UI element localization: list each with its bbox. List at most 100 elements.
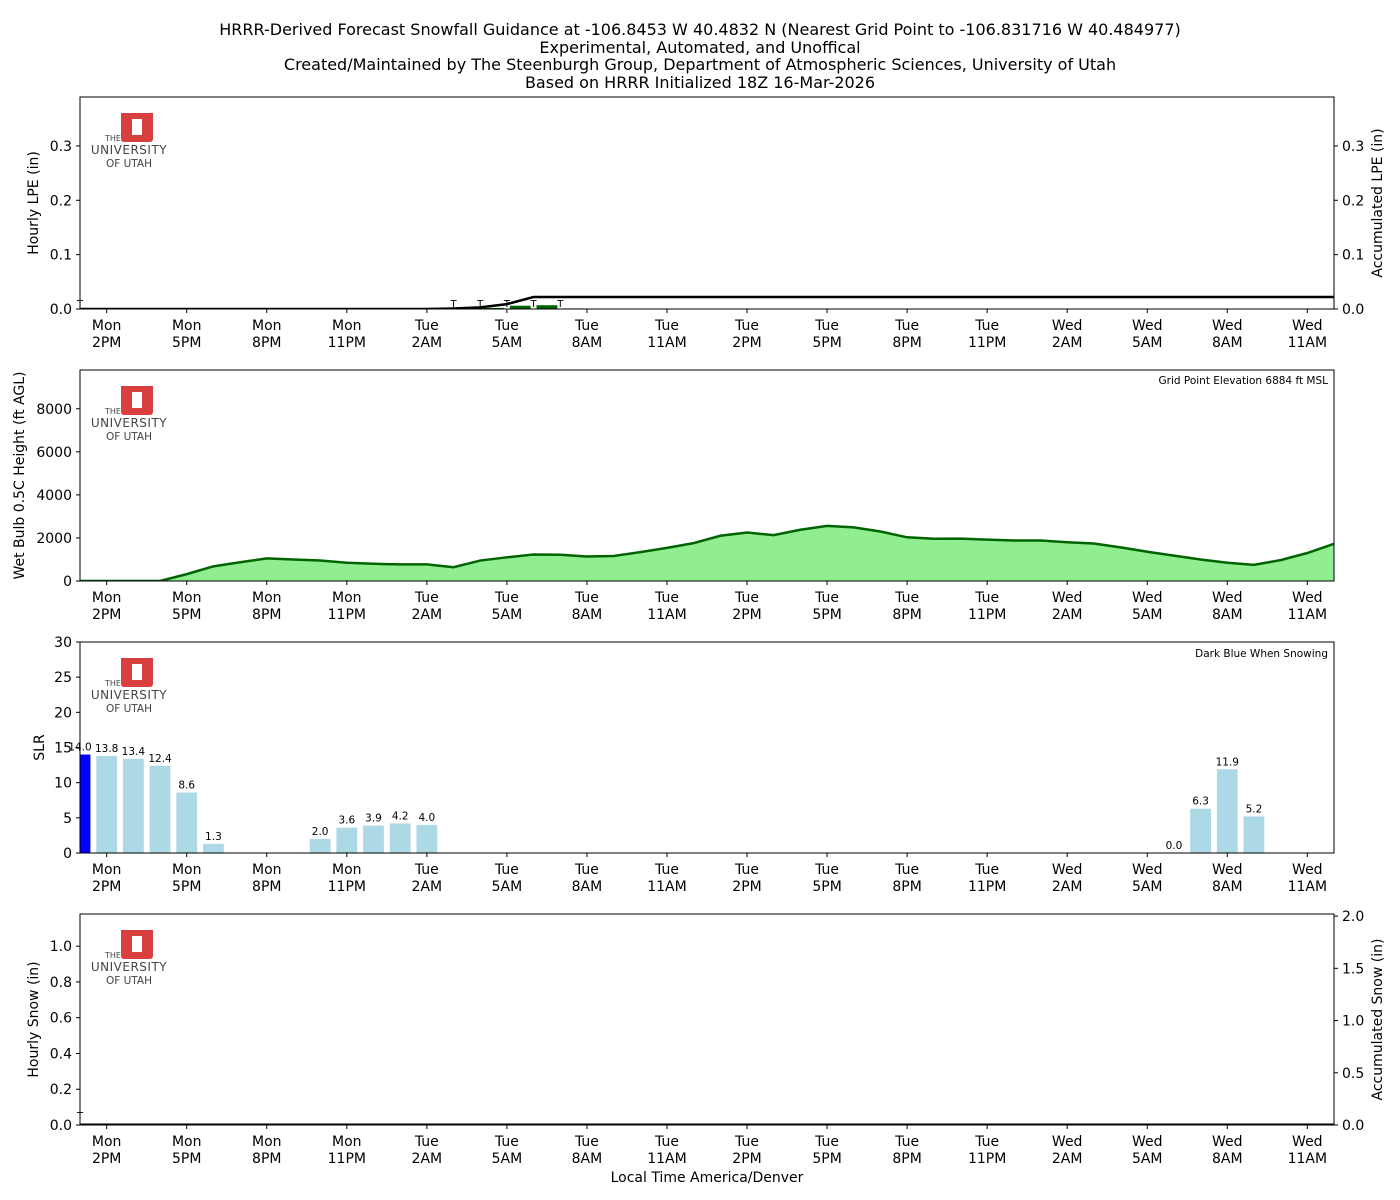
x-tick-label-day: Wed (1212, 1134, 1243, 1150)
y2-tick-label: 2.0 (1342, 909, 1364, 925)
y-tick-label: 0 (63, 846, 72, 862)
x-tick-label-day: Tue (494, 862, 519, 878)
x-tick-label-time: 5PM (172, 607, 201, 623)
x-tick-label-day: Tue (814, 590, 839, 606)
x-tick-label-time: 8PM (892, 879, 921, 895)
y2-tick-label: 0.5 (1342, 1066, 1364, 1082)
title-line-1: HRRR-Derived Forecast Snowfall Guidance … (219, 20, 1181, 39)
x-tick-label-day: Wed (1132, 590, 1163, 606)
logo-text-the: THE (104, 407, 121, 416)
slr-bar (149, 765, 171, 853)
x-tick-label-time: 2AM (1052, 1151, 1083, 1167)
y-axis-label: SLR (32, 734, 48, 761)
elevation-annotation: Grid Point Elevation 6884 ft MSL (1159, 375, 1329, 387)
x-tick-label-time: 11AM (647, 607, 686, 623)
panel-wetbulb: Grid Point Elevation 6884 ft MSL THEUNIVE… (12, 369, 1335, 623)
x-tick-label-day: Mon (252, 318, 282, 334)
plot-frame (79, 641, 1335, 854)
x-tick-label-day: Tue (894, 1134, 919, 1150)
x-tick-label-time: 8PM (252, 879, 281, 895)
x-tick-label-time: 2PM (732, 1151, 761, 1167)
x-tick-label-day: Tue (654, 318, 679, 334)
x-tick-label-day: Tue (814, 862, 839, 878)
x-tick-label-day: Mon (172, 590, 202, 606)
y2-tick-label: 0.3 (1342, 139, 1364, 155)
x-tick-label-day: Mon (332, 318, 362, 334)
lpe-bar (509, 305, 531, 309)
x-tick-label-time: 5PM (172, 335, 201, 351)
y-tick-label: 4000 (36, 488, 72, 504)
slr-bar-label: 6.3 (1192, 796, 1209, 808)
x-tick-label-day: Tue (414, 318, 439, 334)
x-tick-label-time: 11AM (1288, 879, 1327, 895)
x-tick-label-day: Mon (92, 590, 122, 606)
trace-label: T (476, 299, 484, 310)
y2-tick-label: 1.5 (1342, 961, 1364, 977)
x-tick-label-day: Wed (1052, 862, 1083, 878)
x-tick-label-day: Tue (574, 318, 599, 334)
x-tick-label-time: 8AM (1212, 1151, 1243, 1167)
x-tick-label-time: 2AM (1052, 335, 1083, 351)
slr-bar (122, 758, 144, 853)
x-tick-label-time: 5PM (172, 1151, 201, 1167)
x-tick-label-day: Tue (654, 862, 679, 878)
x-tick-label-time: 5AM (1132, 1151, 1163, 1167)
x-tick-label-time: 2PM (732, 335, 761, 351)
x-tick-label-time: 2AM (412, 335, 443, 351)
x-tick-label-time: 11AM (1288, 335, 1327, 351)
x-tick-label-day: Wed (1212, 318, 1243, 334)
x-tick-label-day: Wed (1132, 318, 1163, 334)
y2-tick-label: 0.1 (1342, 248, 1364, 264)
y-tick-label: 20 (54, 705, 72, 721)
x-tick-label-time: 5PM (172, 879, 201, 895)
x-tick-label-time: 2AM (412, 879, 443, 895)
x-tick-label-time: 8AM (572, 879, 603, 895)
title-line-2: Experimental, Automated, and Unoffical (539, 37, 861, 57)
x-tick-label-day: Wed (1052, 318, 1083, 334)
wetbulb-line (80, 524, 1334, 581)
logo-u-cutout (132, 119, 142, 135)
slr-bar-label: 13.4 (122, 746, 146, 758)
slr-bar (336, 827, 358, 853)
y-axis-label: Wet Bulb 0.5C Height (ft AGL) (12, 371, 28, 579)
x-tick-label-time: 2PM (92, 607, 121, 623)
y2-axis-label: Accumulated LPE (in) (1370, 128, 1386, 277)
slr-bar-label: 4.2 (392, 810, 409, 822)
logo-u-cutout (132, 664, 142, 680)
y-tick-label: 0.2 (50, 193, 72, 209)
slr-bar (416, 824, 438, 853)
panel-slr: 14.0 13.8 13.412.48.61.3 2.03.6 3.9 4.2 4.00.0… (32, 635, 1335, 895)
x-tick-label-time: 5PM (812, 879, 841, 895)
x-tick-label-day: Mon (252, 590, 282, 606)
x-tick-label-time: 2PM (92, 879, 121, 895)
x-tick-label-day: Mon (172, 1134, 202, 1150)
x-tick-label-day: Wed (1052, 1134, 1083, 1150)
wetbulb-area (80, 525, 1334, 581)
slr-bar (202, 843, 224, 853)
x-tick-label-day: Tue (494, 318, 519, 334)
y-tick-label: 0.0 (50, 302, 72, 318)
x-tick-label-day: Mon (172, 318, 202, 334)
y-tick-label: 2000 (36, 531, 72, 547)
x-tick-label-time: 2AM (1052, 607, 1083, 623)
x-tick-label-day: Tue (494, 590, 519, 606)
logo-text-of-utah: OF UTAH (106, 158, 152, 170)
x-tick-label-time: 2PM (732, 607, 761, 623)
x-tick-label-day: Tue (974, 862, 999, 878)
x-tick-label-time: 11AM (647, 879, 686, 895)
x-tick-label-day: Mon (252, 862, 282, 878)
y-tick-label: 10 (54, 776, 72, 792)
y-tick-label: 25 (54, 670, 72, 686)
x-tick-label-time: 8AM (1212, 879, 1243, 895)
slr-bar (309, 838, 331, 853)
slr-bar-label: 8.6 (178, 780, 195, 792)
trace-label: T (556, 299, 564, 310)
x-tick-label-time: 5AM (1132, 879, 1163, 895)
x-tick-label-time: 5AM (1132, 607, 1163, 623)
y-tick-label: 0.6 (50, 1011, 72, 1027)
x-tick-label-day: Mon (92, 862, 122, 878)
slr-bar-label: 11.9 (1216, 756, 1239, 768)
plot-area-wetbulb (80, 524, 1334, 581)
